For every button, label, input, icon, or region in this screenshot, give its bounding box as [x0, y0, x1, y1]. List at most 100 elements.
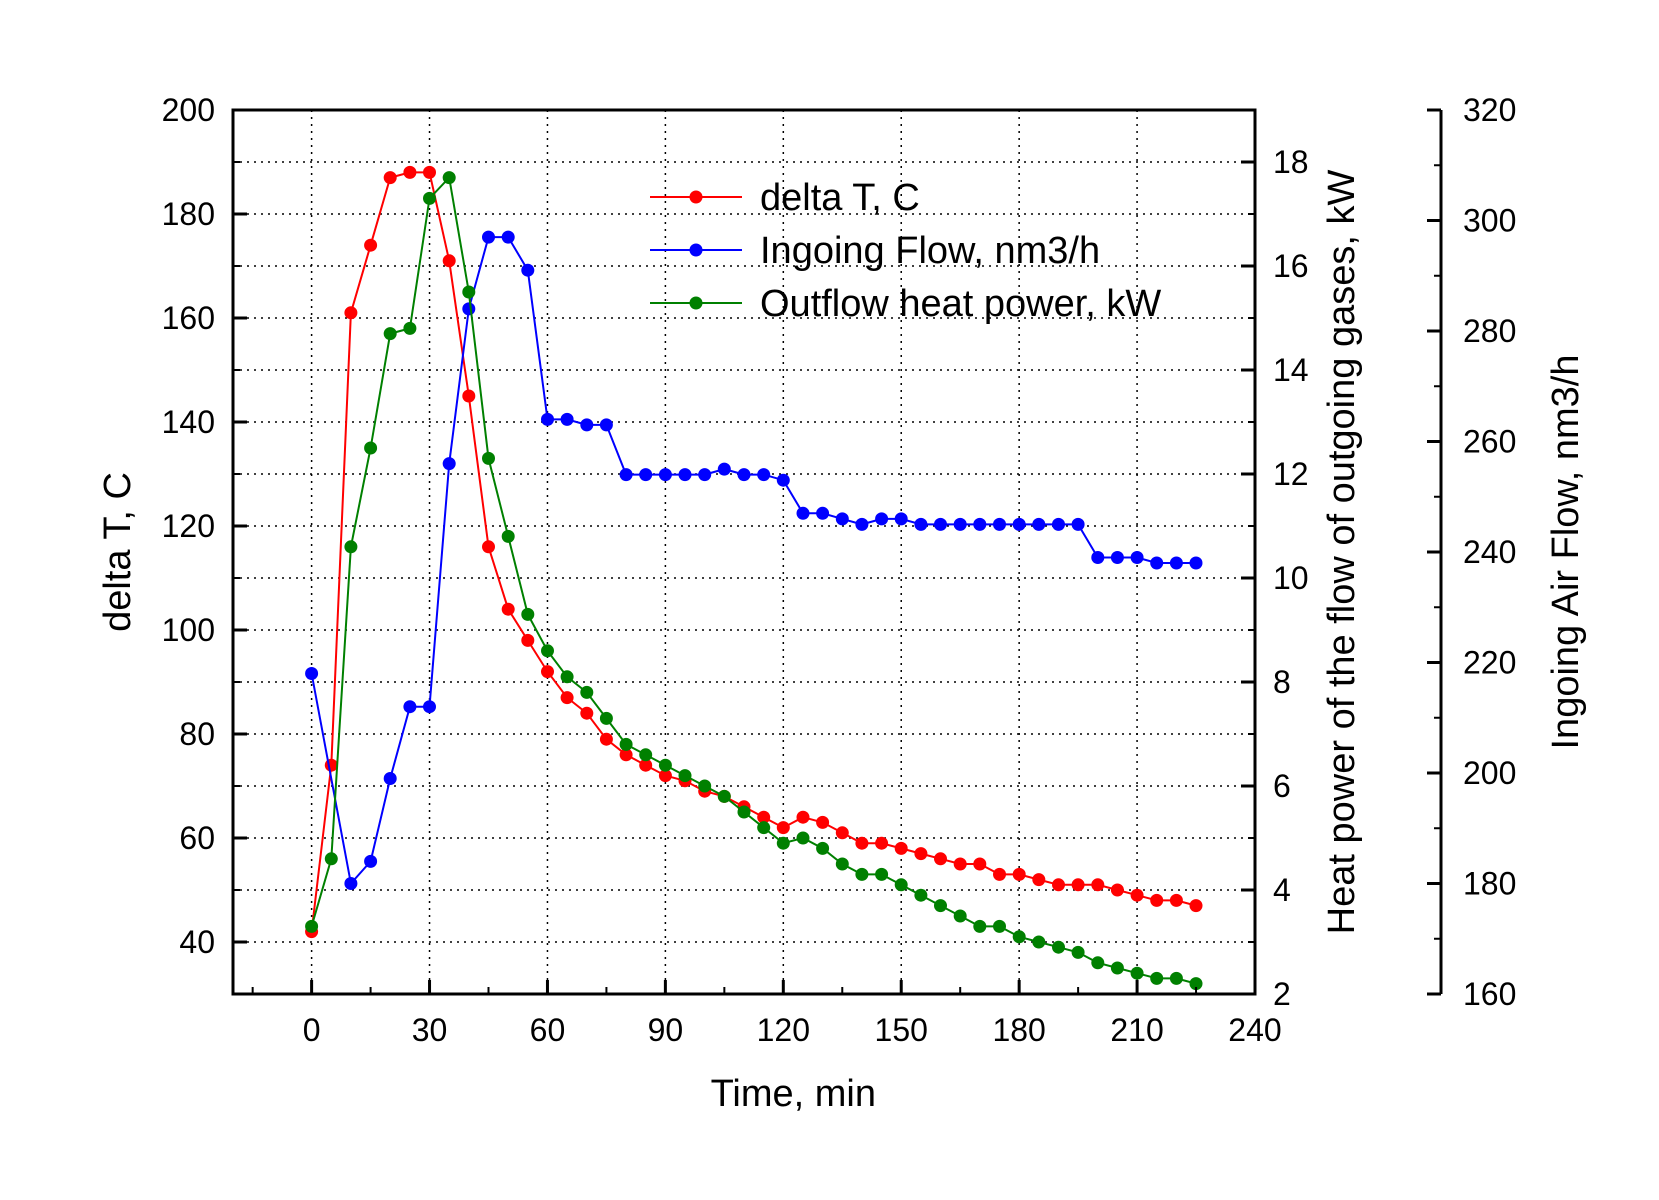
- x-tick-label: 210: [1110, 1012, 1163, 1048]
- left-tick-label: 200: [162, 92, 215, 128]
- data-point: [344, 877, 358, 890]
- data-point: [717, 462, 731, 476]
- series-line: [310, 171, 1197, 932]
- data-point: [698, 779, 712, 793]
- data-point: [993, 867, 1006, 881]
- data-point: [835, 512, 849, 526]
- data-point: [423, 165, 436, 179]
- legend: delta T, C Ingoing Flow, nm3/h Outflow hea…: [650, 177, 1161, 325]
- left-tick-label: 100: [162, 612, 215, 648]
- legend-marker: [689, 190, 703, 204]
- data-point: [639, 758, 653, 772]
- data-point: [953, 857, 967, 871]
- right2-tick-label: 300: [1463, 203, 1516, 239]
- data-point: [658, 758, 672, 772]
- data-point: [1071, 878, 1085, 892]
- data-point: [717, 789, 731, 803]
- data-point: [698, 468, 712, 482]
- right1-tick-label: 8: [1273, 664, 1291, 700]
- left-tick-label: 120: [162, 508, 215, 544]
- data-point: [1150, 893, 1164, 907]
- data-point: [442, 457, 456, 471]
- data-point: [521, 607, 535, 621]
- data-point: [894, 512, 908, 526]
- data-point: [894, 841, 908, 855]
- data-point: [973, 919, 987, 933]
- data-point: [1052, 940, 1065, 954]
- data-point: [423, 700, 436, 714]
- legend-marker: [689, 243, 703, 257]
- left-tick-label: 140: [162, 404, 215, 440]
- data-point: [875, 867, 889, 881]
- data-point: [796, 506, 810, 520]
- data-point: [1130, 551, 1144, 564]
- data-point: [1169, 556, 1183, 570]
- x-tick-label: 90: [648, 1012, 684, 1048]
- data-point: [678, 769, 692, 783]
- data-point: [796, 831, 810, 845]
- axes-layer: 0 30 60 90 120 150 180 210 240406080100120140160…: [162, 92, 1517, 1048]
- data-point: [1110, 551, 1124, 564]
- x-axis-title: Time, min: [711, 1073, 876, 1115]
- data-point: [776, 836, 790, 850]
- data-point: [541, 412, 554, 426]
- data-point: [324, 852, 338, 866]
- right2-tick-label: 260: [1463, 424, 1516, 460]
- data-point: [541, 665, 554, 679]
- data-point: [1110, 961, 1124, 975]
- right1-tick-label: 16: [1273, 248, 1309, 284]
- data-point: [305, 919, 319, 933]
- data-point: [619, 748, 633, 762]
- data-point: [855, 836, 869, 850]
- right1-tick-label: 6: [1273, 768, 1291, 804]
- data-point: [501, 602, 515, 616]
- data-point: [580, 418, 594, 432]
- data-point: [580, 706, 594, 720]
- data-point: [1032, 873, 1046, 887]
- data-point: [816, 841, 830, 855]
- data-point: [658, 468, 672, 482]
- data-point: [1071, 517, 1085, 531]
- data-point: [1091, 878, 1105, 892]
- data-point: [973, 857, 987, 871]
- right1-tick-label: 2: [1273, 976, 1291, 1012]
- series-line: [310, 175, 1197, 985]
- data-point: [855, 867, 869, 881]
- data-point: [835, 857, 849, 871]
- data-point: [1130, 888, 1144, 902]
- data-point: [1052, 878, 1065, 892]
- right1-tick-label: 4: [1273, 872, 1291, 908]
- data-point: [501, 529, 515, 543]
- right2-tick-label: 280: [1463, 313, 1516, 349]
- legend-label: Outflow heat power, kW: [760, 283, 1161, 325]
- data-point: [1012, 517, 1026, 531]
- data-point: [560, 691, 574, 705]
- x-tick-label: 60: [530, 1012, 566, 1048]
- right2-tick-label: 240: [1463, 534, 1516, 570]
- data-point: [914, 888, 928, 902]
- data-point: [442, 171, 456, 185]
- data-point: [1169, 893, 1183, 907]
- data-point: [462, 302, 476, 316]
- data-point: [993, 919, 1006, 933]
- data-point: [462, 389, 476, 403]
- data-point: [482, 540, 495, 554]
- legend-label: Ingoing Flow, nm3/h: [760, 230, 1100, 272]
- data-point: [737, 805, 751, 819]
- data-point: [1091, 551, 1105, 564]
- data-point: [344, 306, 358, 320]
- legend-marker: [689, 296, 703, 310]
- left-tick-label: 160: [162, 300, 215, 336]
- series-0: [305, 165, 1203, 939]
- data-point: [639, 468, 653, 482]
- data-point: [1071, 945, 1085, 959]
- data-point: [1110, 883, 1124, 897]
- data-point: [894, 878, 908, 892]
- data-point: [599, 711, 613, 725]
- data-point: [639, 748, 653, 762]
- series-1: [305, 230, 1203, 890]
- data-point: [953, 517, 967, 531]
- data-point: [364, 441, 378, 455]
- data-point: [934, 517, 947, 531]
- data-point: [855, 517, 869, 531]
